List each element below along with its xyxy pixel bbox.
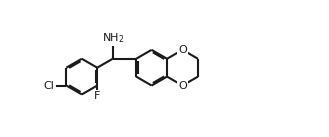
- Text: Cl: Cl: [43, 81, 54, 91]
- Text: F: F: [94, 91, 100, 101]
- Text: NH$_2$: NH$_2$: [102, 31, 125, 45]
- Text: O: O: [178, 81, 187, 91]
- Text: O: O: [178, 45, 187, 55]
